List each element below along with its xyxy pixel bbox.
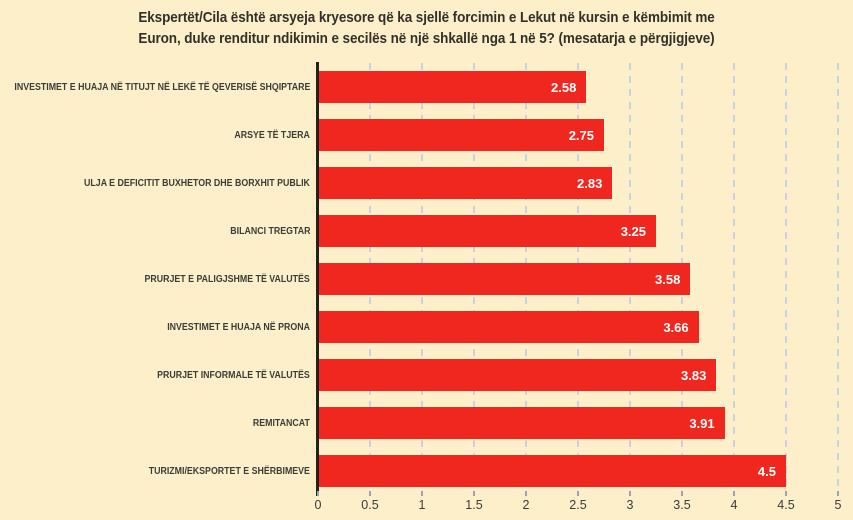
- x-axis-tick-label: 4.5: [777, 498, 795, 512]
- value-label: 3.58: [655, 271, 681, 287]
- x-axis-tick: [837, 491, 839, 496]
- bar-row: ARSYE TË TJERA 2.75: [0, 111, 853, 159]
- value-label: 3.83: [681, 367, 707, 383]
- category-label: PRURJET INFORMALE TË VALUTËS: [0, 351, 310, 399]
- x-axis-tick-label: 5: [834, 498, 842, 512]
- bar: 3.25: [318, 215, 656, 247]
- bar-row: BILANCI TREGTAR 3.25: [0, 207, 853, 255]
- bar-row: REMITANCAT 3.91: [0, 399, 853, 447]
- value-label: 2.58: [551, 79, 577, 95]
- category-label: BILANCI TREGTAR: [0, 207, 310, 255]
- chart-title-line2: Euron, duke renditur ndikimin e secilës …: [138, 30, 715, 47]
- x-axis-tick: [629, 491, 631, 496]
- bar: 2.75: [318, 119, 604, 151]
- y-axis-line: [316, 62, 319, 496]
- bar: 3.83: [318, 359, 717, 391]
- category-label-text: ULJA E DEFICITIT BUXHETOR DHE BORXHIT PU…: [84, 177, 310, 189]
- category-label-text: REMITANCAT: [252, 417, 310, 429]
- bar: 3.91: [318, 407, 725, 439]
- x-axis-tick: [785, 491, 787, 496]
- bar-row: ULJA E DEFICITIT BUXHETOR DHE BORXHIT PU…: [0, 159, 853, 207]
- category-label: REMITANCAT: [0, 399, 310, 447]
- x-axis-tick: [473, 491, 475, 496]
- bar-row: PRURJET INFORMALE TË VALUTËS 3.83: [0, 351, 853, 399]
- x-axis-tick-label: 3: [626, 498, 634, 512]
- x-axis-tick: [421, 491, 423, 496]
- x-axis-tick: [681, 491, 683, 496]
- value-label: 3.66: [663, 319, 689, 335]
- value-label: 2.83: [577, 175, 603, 191]
- x-axis-tick-label: 4: [730, 498, 738, 512]
- value-label: 2.75: [568, 127, 594, 143]
- category-label-text: BILANCI TREGTAR: [229, 225, 310, 237]
- chart-title: Ekspertët/Cila është arsyeja kryesore që…: [0, 7, 853, 49]
- x-axis-tick: [733, 491, 735, 496]
- bar: 4.5: [318, 455, 786, 487]
- bar: 2.83: [318, 167, 613, 199]
- x-axis-tick: [577, 491, 579, 496]
- bar-row: PRURJET E PALIGJSHME TË VALUTËS 3.58: [0, 255, 853, 303]
- category-label-text: INVESTIMET E HUAJA NË TITUJT NË LEKË TË …: [13, 81, 310, 93]
- category-label-text: PRURJET E PALIGJSHME TË VALUTËS: [144, 273, 310, 285]
- value-label: 4.5: [757, 463, 776, 479]
- value-label: 3.25: [620, 223, 646, 239]
- bar: 2.58: [318, 71, 587, 103]
- category-label: ARSYE TË TJERA: [0, 111, 310, 159]
- bar-row: INVESTIMET E HUAJA NË PRONA 3.66: [0, 303, 853, 351]
- category-label-text: ARSYE TË TJERA: [234, 129, 310, 141]
- category-label: TURIZMI/EKSPORTET E SHËRBIMEVE: [0, 447, 310, 495]
- value-label: 3.91: [689, 415, 715, 431]
- x-axis-tick-label: 0.5: [361, 498, 379, 512]
- x-axis-tick-label: 2: [522, 498, 530, 512]
- category-label: INVESTIMET E HUAJA NË TITUJT NË LEKË TË …: [0, 63, 310, 111]
- category-label: ULJA E DEFICITIT BUXHETOR DHE BORXHIT PU…: [0, 159, 310, 207]
- bar: 3.66: [318, 311, 699, 343]
- category-label: INVESTIMET E HUAJA NË PRONA: [0, 303, 310, 351]
- x-axis-tick: [317, 491, 319, 496]
- x-axis-tick-label: 1.5: [465, 498, 483, 512]
- category-label-text: INVESTIMET E HUAJA NË PRONA: [167, 321, 310, 333]
- bar-row: INVESTIMET E HUAJA NË TITUJT NË LEKË TË …: [0, 63, 853, 111]
- gridline: [837, 63, 839, 491]
- x-axis-tick: [525, 491, 527, 496]
- x-axis-tick-label: 1: [418, 498, 426, 512]
- category-label: PRURJET E PALIGJSHME TË VALUTËS: [0, 255, 310, 303]
- bar: 3.58: [318, 263, 691, 295]
- x-axis-tick-label: 2.5: [569, 498, 587, 512]
- gridline: [785, 63, 787, 491]
- x-axis-tick-label: 3.5: [673, 498, 691, 512]
- x-axis-tick-label: 0: [314, 498, 322, 512]
- bar-row: TURIZMI/EKSPORTET E SHËRBIMEVE 4.5: [0, 447, 853, 495]
- gridline: [733, 63, 735, 491]
- category-label-text: PRURJET INFORMALE TË VALUTËS: [157, 369, 310, 381]
- category-label-text: TURIZMI/EKSPORTET E SHËRBIMEVE: [148, 465, 310, 477]
- x-axis-tick: [369, 491, 371, 496]
- chart-title-line1: Ekspertët/Cila është arsyeja kryesore që…: [138, 9, 715, 26]
